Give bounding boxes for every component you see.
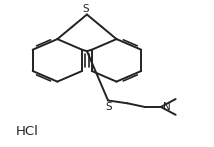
Text: N: N xyxy=(163,102,171,112)
Text: S: S xyxy=(105,102,112,112)
Text: HCl: HCl xyxy=(15,125,38,138)
Text: S: S xyxy=(83,4,89,14)
